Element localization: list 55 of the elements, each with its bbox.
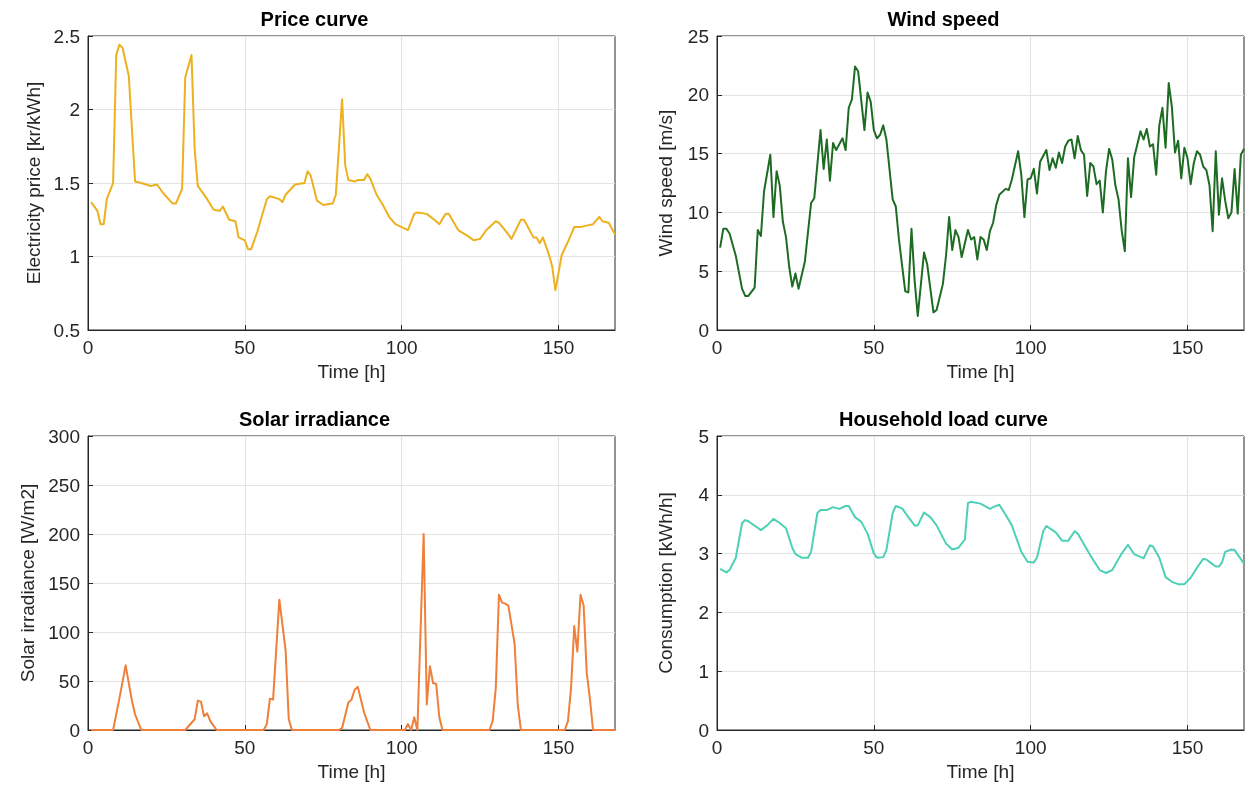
y-axis-title: Electricity price [kr/kWh] xyxy=(22,81,44,285)
x-tick-label: 100 xyxy=(1014,737,1047,758)
y-tick-label: 2 xyxy=(698,601,709,623)
x-axis-title: Time [h] xyxy=(317,761,386,782)
line-series xyxy=(719,65,1245,317)
y-tick-label: 0 xyxy=(698,719,709,741)
x-tick-label: 0 xyxy=(82,337,94,358)
chart-title: Household load curve xyxy=(839,408,1048,430)
chart-title: Solar irradiance xyxy=(238,408,391,430)
x-axis-title: Time [h] xyxy=(946,361,1015,382)
y-tick-label: 200 xyxy=(48,523,80,545)
x-tick-label: 150 xyxy=(1171,737,1204,758)
x-tick-label: 0 xyxy=(711,737,723,758)
x-tick-label: 100 xyxy=(385,337,418,358)
y-tick-label: 250 xyxy=(48,474,80,496)
y-tick-label: 50 xyxy=(58,670,80,692)
y-tick-label: 15 xyxy=(687,143,709,165)
x-tick-label: 50 xyxy=(234,337,256,358)
y-tick-label: 150 xyxy=(48,572,80,594)
x-tick-label: 100 xyxy=(385,737,418,758)
x-axis-title: Time [h] xyxy=(317,361,386,382)
line-series xyxy=(90,43,616,292)
y-tick-label: 100 xyxy=(48,621,80,643)
y-tick-label: 3 xyxy=(698,543,709,565)
y-tick-label: 1 xyxy=(69,246,80,267)
y-tick-label: 0 xyxy=(69,719,80,741)
y-tick-label: 10 xyxy=(687,201,709,223)
x-tick-label: 0 xyxy=(711,337,723,358)
chart-title: Price curve xyxy=(260,8,369,30)
y-tick-label: 0.5 xyxy=(53,319,80,341)
y-tick-label: 1 xyxy=(698,660,709,682)
y-tick-label: 300 xyxy=(48,425,80,447)
x-tick-label: 0 xyxy=(82,737,94,758)
y-tick-label: 1.5 xyxy=(53,172,80,194)
y-tick-label: 5 xyxy=(698,425,709,447)
x-tick-label: 50 xyxy=(863,337,885,358)
y-tick-label: 20 xyxy=(687,84,709,106)
y-axis-title: Solar irradiance [W/m2] xyxy=(17,483,39,683)
y-tick-label: 25 xyxy=(687,25,709,47)
y-tick-label: 5 xyxy=(698,260,709,282)
y-tick-label: 2.5 xyxy=(53,25,80,47)
y-tick-label: 2 xyxy=(69,99,80,120)
chart-title: Wind speed xyxy=(887,8,1000,30)
line-series xyxy=(719,500,1245,586)
y-tick-label: 0 xyxy=(698,319,709,341)
x-tick-label: 150 xyxy=(542,337,575,358)
x-tick-label: 150 xyxy=(1171,337,1204,358)
x-tick-label: 150 xyxy=(542,737,575,758)
x-axis-title: Time [h] xyxy=(946,761,1015,782)
y-axis-title: Wind speed [m/s] xyxy=(655,109,676,257)
x-tick-label: 50 xyxy=(863,737,885,758)
y-tick-label: 4 xyxy=(698,484,710,506)
y-axis-title: Consumption [kWh/h] xyxy=(655,492,676,674)
x-tick-label: 100 xyxy=(1014,337,1047,358)
x-tick-label: 50 xyxy=(234,737,256,758)
